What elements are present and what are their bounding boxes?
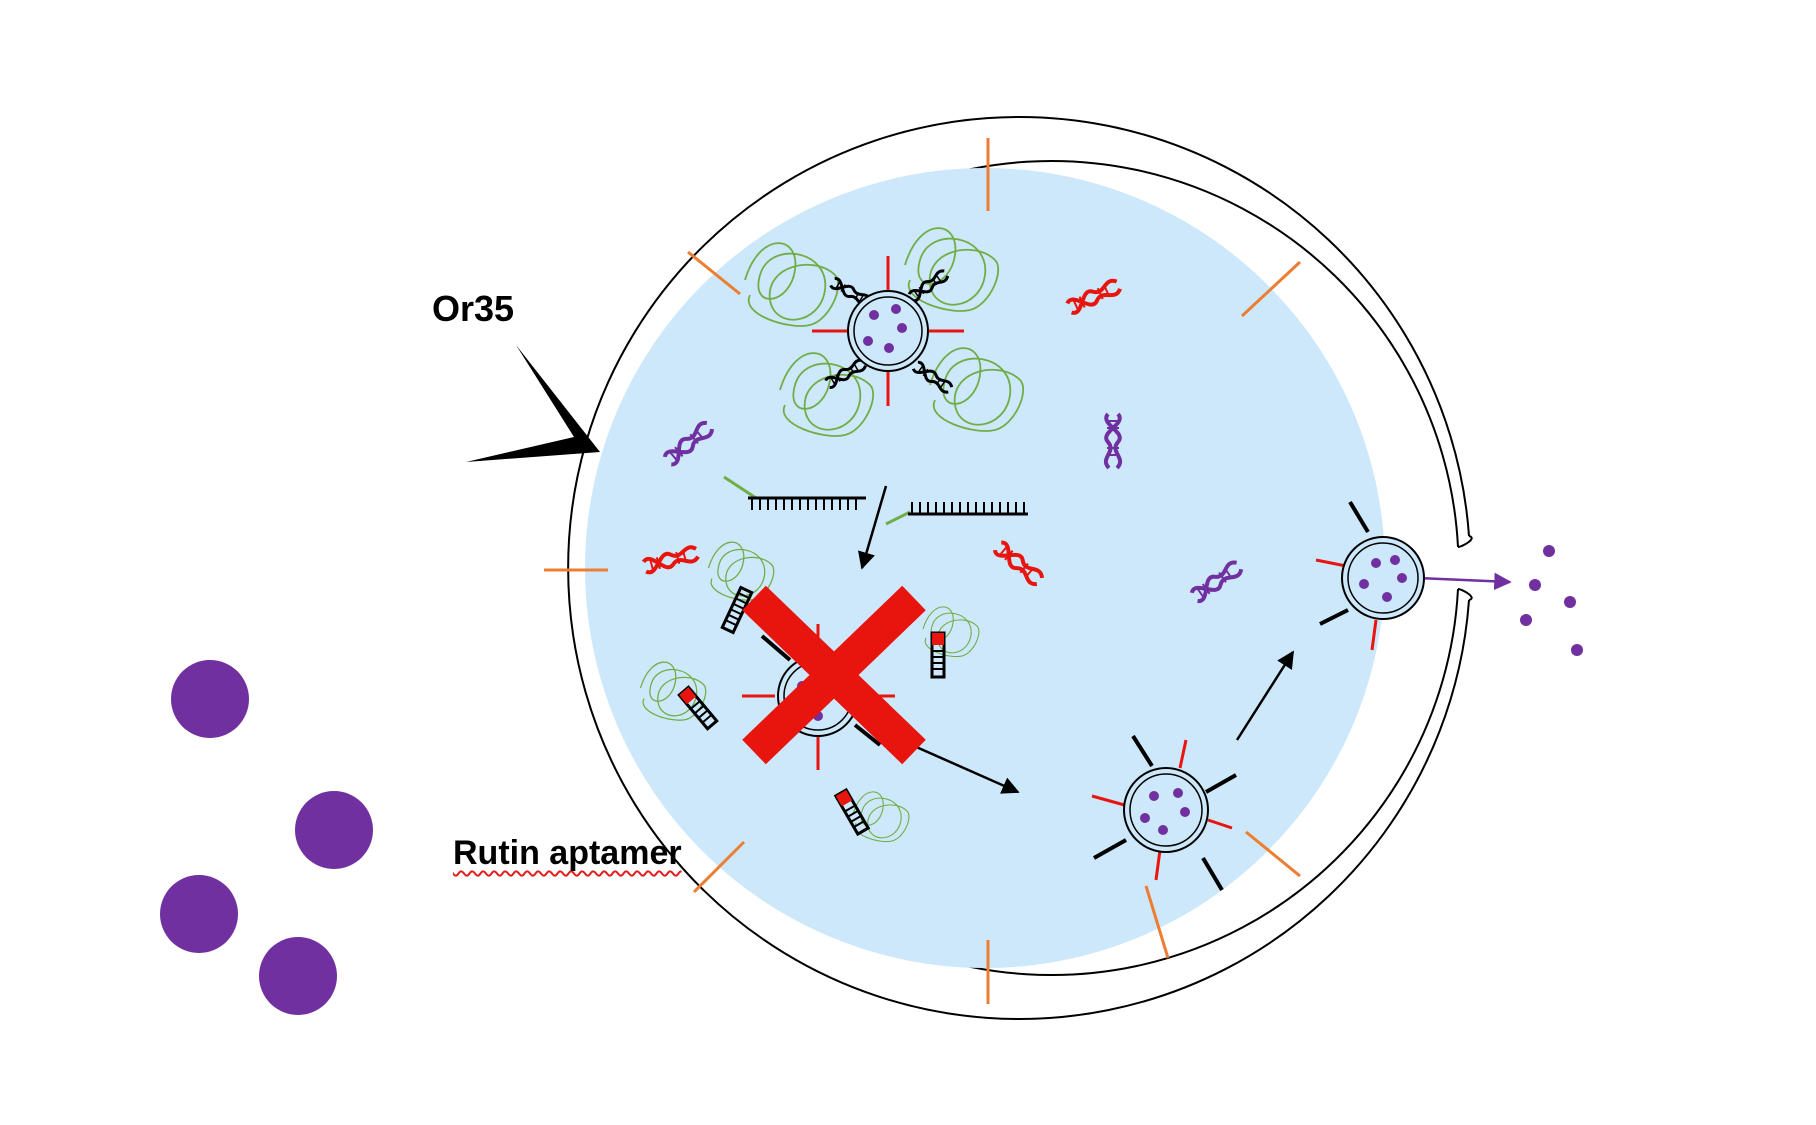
or35-label: Or35 xyxy=(432,288,515,329)
secreting-vesicle xyxy=(1315,500,1425,651)
cell-cytoplasm xyxy=(585,168,1385,968)
red-x-icon xyxy=(742,585,926,765)
black-wedge-receptor-icon xyxy=(466,345,600,462)
top-vesicle-complex xyxy=(744,227,1025,437)
released-molecules xyxy=(1520,545,1583,656)
arrow-icon xyxy=(858,485,888,570)
rutin-aptamer-label: Rutin aptamer xyxy=(453,834,682,872)
pore-proteins xyxy=(544,138,1302,1004)
vesicle-icon xyxy=(847,290,929,372)
lower-vesicle xyxy=(1091,734,1237,959)
arrow-icon xyxy=(904,740,1020,794)
vesicle-icon xyxy=(1123,767,1209,853)
arrow-icon xyxy=(1235,650,1295,741)
crescent-aptamer-icon xyxy=(513,735,593,838)
rutin-ligands xyxy=(160,660,373,1015)
comb-strands xyxy=(723,475,1028,526)
arrow-icon xyxy=(1417,572,1512,591)
vesicle-icon xyxy=(1341,536,1425,620)
